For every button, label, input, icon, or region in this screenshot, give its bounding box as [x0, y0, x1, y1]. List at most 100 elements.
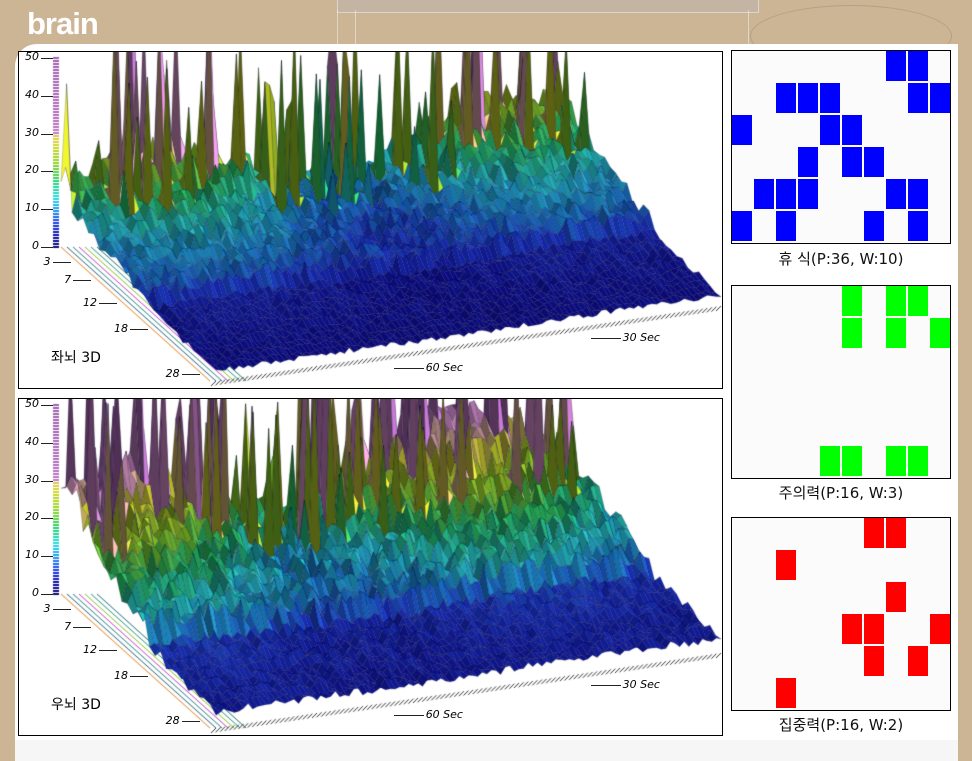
y-tick — [41, 556, 53, 558]
y-tick-label: 30 — [25, 125, 39, 139]
frequency-tick — [181, 721, 200, 723]
grid-cell — [776, 550, 796, 580]
time-tick-label: 60 Sec — [425, 707, 463, 721]
frequency-tick-label: 28 — [165, 367, 180, 381]
frequency-tick-label: 7 — [64, 620, 72, 634]
y-tick — [41, 442, 53, 444]
grid-cell — [908, 446, 928, 476]
frequency-tick — [52, 262, 71, 264]
grid-cell — [864, 518, 884, 548]
grid-cell — [820, 115, 840, 145]
grid-cell — [908, 83, 928, 113]
grid-cell — [842, 147, 862, 177]
frequency-tick-label: 12 — [83, 642, 97, 656]
grid-cell — [886, 582, 906, 612]
grid-cell — [864, 646, 884, 676]
y-tick-label: 40 — [25, 434, 39, 448]
attention-grid — [731, 285, 951, 479]
y-tick — [41, 58, 53, 59]
y-tick-label: 0 — [32, 239, 39, 252]
grid-cell — [864, 147, 884, 177]
frequency-tick — [99, 649, 117, 651]
y-tick — [41, 594, 53, 595]
grid-cell — [908, 211, 928, 241]
y-tick-label: 0 — [32, 586, 39, 599]
y-tick-label: 40 — [25, 87, 39, 101]
grid-cell — [886, 179, 906, 209]
grid-cell — [776, 179, 796, 209]
grid-cell — [886, 286, 906, 316]
y-tick-label: 30 — [25, 472, 39, 486]
frequency-tick-label: 12 — [83, 295, 97, 309]
grid-cell — [930, 318, 950, 348]
grid-cell — [820, 446, 840, 476]
frequency-tick — [73, 627, 92, 629]
frequency-tick — [130, 329, 148, 331]
grid-cell — [886, 51, 906, 81]
chart-label: 좌뇌 3D — [51, 350, 101, 366]
grid-cell — [820, 83, 840, 113]
y-tick — [41, 518, 53, 520]
y-tick-label: 10 — [25, 548, 39, 562]
y-tick — [41, 133, 53, 135]
grid-cell — [732, 211, 752, 241]
frequency-tick-label: 3 — [43, 255, 51, 269]
left-brain-3d-chart: 좌뇌 3D 0 10 20 30 40 50 3 7 12 18 28 30 Sec 60 Sec — [18, 51, 723, 389]
frequency-tick-label: 18 — [114, 322, 128, 336]
frequency-tick-label: 3 — [43, 602, 51, 616]
time-tick — [393, 714, 424, 716]
grid-cell — [930, 614, 950, 644]
app-title: brain — [27, 6, 99, 41]
left-brain-surface — [19, 52, 722, 388]
grid-cell — [842, 318, 862, 348]
grid-cell — [886, 318, 906, 348]
grid-cell — [886, 518, 906, 548]
y-tick — [41, 247, 53, 248]
time-tick-label: 30 Sec — [622, 331, 660, 345]
y-tick-label: 20 — [25, 163, 39, 177]
y-tick-label: 50 — [25, 51, 39, 63]
y-tick — [41, 480, 53, 482]
chart-label: 우뇌 3D — [51, 697, 101, 713]
grid-cell — [908, 179, 928, 209]
grid-cell — [864, 614, 884, 644]
header-decoration — [337, 0, 759, 13]
grid-cell — [798, 147, 818, 177]
right-brain-surface — [19, 399, 722, 735]
grid-cell — [908, 646, 928, 676]
frequency-tick-label: 18 — [114, 669, 128, 683]
y-tick — [41, 405, 53, 406]
time-tick-label: 30 Sec — [622, 678, 660, 692]
header-decoration — [355, 10, 356, 44]
y-tick — [41, 209, 53, 211]
grid-cell — [908, 51, 928, 81]
grid-cell — [732, 115, 752, 145]
grid-cell — [776, 83, 796, 113]
frequency-tick — [99, 302, 117, 304]
grid-cell — [842, 115, 862, 145]
grid-cell — [754, 179, 774, 209]
grid-cell — [842, 286, 862, 316]
grid-cell — [886, 446, 906, 476]
grid-cell — [776, 678, 796, 708]
time-tick — [590, 338, 621, 340]
time-tick — [590, 685, 621, 687]
frequency-tick — [73, 280, 92, 282]
y-tick-label: 20 — [25, 510, 39, 524]
header-decoration — [337, 10, 749, 45]
frequency-tick-label: 7 — [64, 273, 72, 287]
grid-cell — [798, 83, 818, 113]
right-brain-3d-chart: 우뇌 3D 0 10 20 30 40 50 3 7 12 18 28 30 Sec 60 Sec — [18, 398, 723, 736]
grid-cell — [798, 179, 818, 209]
grid-cell — [908, 286, 928, 316]
frequency-tick — [181, 374, 200, 376]
frequency-tick — [52, 609, 71, 611]
concentration-grid — [731, 517, 951, 711]
footer-band — [15, 740, 958, 761]
time-tick-label: 60 Sec — [425, 360, 463, 374]
rest-label: 휴 식(P:36, W:10) — [778, 250, 904, 268]
y-tick-label: 10 — [25, 201, 39, 215]
y-tick — [41, 95, 53, 97]
frequency-tick-label: 28 — [165, 714, 180, 728]
frequency-tick — [130, 676, 148, 678]
